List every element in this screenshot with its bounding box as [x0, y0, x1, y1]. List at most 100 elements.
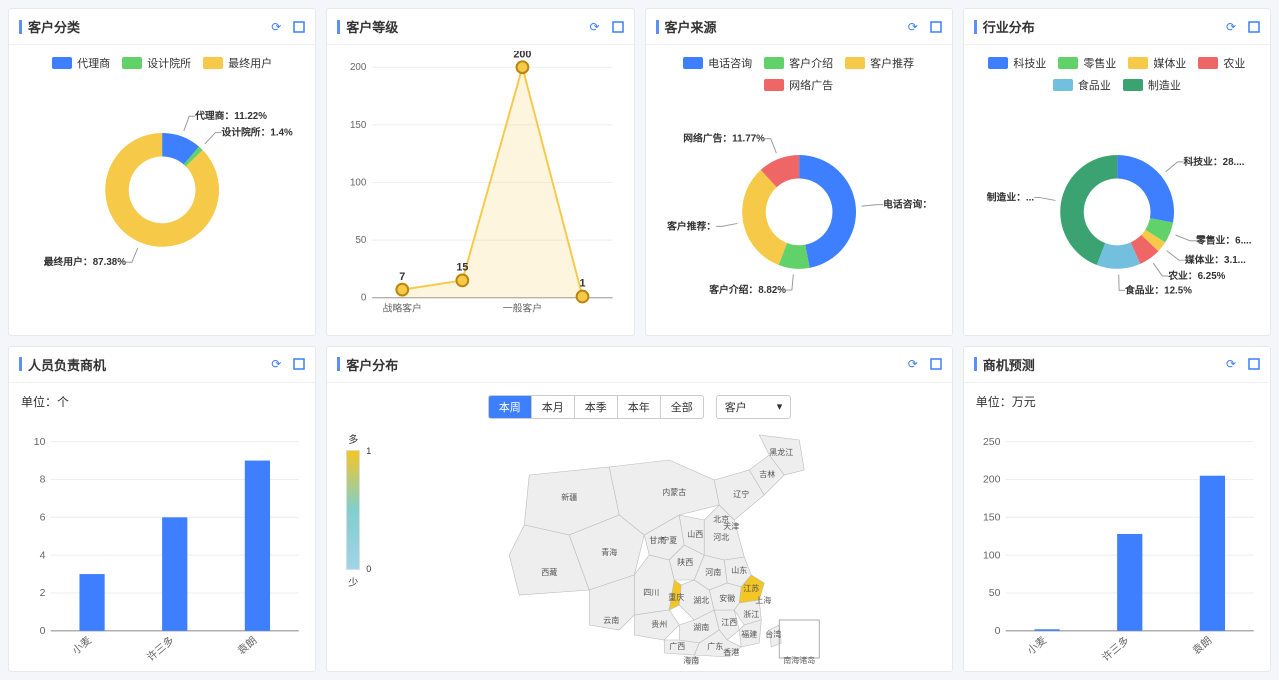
customer_dist-map: 多10少南海诸岛黑龙江吉林辽宁内蒙古北京天津河北山西山东河南陕西宁夏甘肃青海新疆… [333, 425, 946, 665]
refresh-icon[interactable]: ⟳ [271, 20, 281, 34]
bar[interactable] [79, 574, 104, 631]
card-customer_dist: 客户分布⟳ 本周本月本季本年全部客户▾ 多10少南海诸岛黑龙江吉林辽宁内蒙古北京天津… [326, 346, 953, 672]
province-label: 贵州 [652, 619, 668, 629]
x-tick: 战略客户 [383, 301, 422, 314]
refresh-icon[interactable]: ⟳ [908, 357, 918, 371]
expand-icon[interactable] [612, 20, 624, 34]
refresh-icon[interactable]: ⟳ [271, 357, 281, 371]
x-label: 许三多 [144, 633, 176, 663]
time-tabs: 本周本月本季本年全部 [488, 395, 704, 419]
x-label: 小麦 [1025, 634, 1049, 657]
industry_dist-legend-item[interactable]: 食品业 [1053, 77, 1111, 93]
customer_category-legend-item[interactable]: 最终用户 [203, 55, 272, 71]
industry_dist-legend-item[interactable]: 媒体业 [1128, 55, 1186, 71]
line-point[interactable] [577, 291, 589, 303]
province-label: 辽宁 [734, 489, 750, 499]
visualmap-min: 0 [366, 564, 371, 574]
line-point[interactable] [517, 61, 529, 73]
tab-本月[interactable]: 本月 [532, 396, 575, 418]
industry_dist-legend-item[interactable]: 科技业 [988, 55, 1046, 71]
visualmap-gradient[interactable] [346, 450, 360, 570]
province-label: 山西 [688, 529, 704, 539]
tab-本年[interactable]: 本年 [618, 396, 661, 418]
industry_dist-legend-item[interactable]: 零售业 [1058, 55, 1116, 71]
donut-slice[interactable] [1117, 155, 1174, 223]
expand-icon[interactable] [1248, 20, 1260, 34]
y-tick: 50 [989, 587, 1001, 599]
legend-label: 媒体业 [1153, 55, 1186, 71]
donut-label: 代理商：11.22% [194, 109, 267, 122]
y-tick: 150 [350, 120, 367, 131]
expand-icon[interactable] [293, 357, 305, 371]
province-label: 香港 [724, 647, 740, 657]
expand-icon[interactable] [930, 20, 942, 34]
bar[interactable] [162, 517, 187, 630]
bar[interactable] [245, 460, 270, 630]
y-tick: 150 [983, 511, 1001, 523]
industry_dist-title: 行业分布 [983, 17, 1226, 36]
legend-swatch [764, 79, 784, 91]
province-label: 福建 [742, 629, 758, 639]
legend-swatch [1058, 57, 1078, 69]
tab-全部[interactable]: 全部 [661, 396, 703, 418]
line-point[interactable] [457, 275, 469, 287]
province-四川[interactable] [635, 555, 675, 615]
bar[interactable] [1117, 534, 1142, 631]
staff_opportunity-title: 人员负责商机 [28, 355, 271, 374]
customer_category-legend-item[interactable]: 设计院所 [122, 55, 191, 71]
donut-label: 客户推荐： [666, 219, 716, 232]
x-label: 小麦 [70, 634, 94, 657]
legend-swatch [988, 57, 1008, 69]
province-label: 湖北 [694, 596, 710, 605]
legend-swatch [683, 57, 703, 69]
customer-select[interactable]: 客户▾ [716, 395, 792, 419]
customer_source-legend-item[interactable]: 网络广告 [764, 77, 833, 93]
line-point[interactable] [397, 284, 409, 296]
customer_category-title: 客户分类 [28, 17, 271, 36]
legend-swatch [1198, 57, 1218, 69]
expand-icon[interactable] [930, 357, 942, 371]
donut-label: 农业：6.25% [1167, 269, 1225, 282]
tab-本周[interactable]: 本周 [489, 396, 532, 418]
china-map[interactable]: 南海诸岛黑龙江吉林辽宁内蒙古北京天津河北山西山东河南陕西宁夏甘肃青海新疆西藏四川… [373, 425, 946, 665]
refresh-icon[interactable]: ⟳ [1226, 20, 1236, 34]
visualmap-min-label: 少 [348, 574, 358, 589]
point-label: 1 [580, 278, 586, 290]
customer_dist-title: 客户分布 [346, 355, 907, 374]
bar[interactable] [1200, 475, 1225, 630]
staff_opportunity-barchart: 0246810小麦许三多袁朗 [15, 414, 309, 671]
customer_source-legend-item[interactable]: 电话咨询 [683, 55, 752, 71]
refresh-icon[interactable]: ⟳ [1226, 357, 1236, 371]
bar[interactable] [1034, 629, 1059, 631]
province-label: 天津 [724, 521, 740, 531]
customer_level-linechart: 0501001502007战略客户15200一般客户1 [333, 51, 627, 329]
province-label: 云南 [604, 615, 620, 625]
customer_category-legend: 代理商设计院所最终用户 [15, 51, 309, 75]
expand-icon[interactable] [293, 20, 305, 34]
industry_dist-legend-item[interactable]: 制造业 [1123, 77, 1181, 93]
visualmap-max-label: 多 [348, 431, 358, 446]
customer_source-legend-item[interactable]: 客户介绍 [764, 55, 833, 71]
donut-slice[interactable] [799, 155, 856, 268]
legend-swatch [203, 57, 223, 69]
refresh-icon[interactable]: ⟳ [589, 20, 599, 34]
customer_category-legend-item[interactable]: 代理商 [52, 55, 110, 71]
customer_source-donut: 电话咨询：客户介绍：8.82%客户推荐：网络广告：11.77% [652, 97, 946, 317]
point-label: 7 [400, 271, 406, 283]
industry_dist-legend-item[interactable]: 农业 [1198, 55, 1245, 71]
province-label: 广西 [670, 641, 686, 651]
opportunity_forecast-barchart: 050100150200250小麦许三多袁朗 [970, 414, 1264, 671]
province-label: 江苏 [744, 583, 760, 593]
y-tick: 6 [40, 511, 46, 523]
y-tick: 4 [40, 549, 46, 561]
expand-icon[interactable] [1248, 357, 1260, 371]
point-label: 200 [514, 51, 532, 60]
refresh-icon[interactable]: ⟳ [908, 20, 918, 34]
tab-本季[interactable]: 本季 [575, 396, 618, 418]
province-label: 广东 [708, 641, 724, 651]
title-bar [974, 20, 977, 34]
x-label: 许三多 [1099, 633, 1131, 663]
customer_source-legend-item[interactable]: 客户推荐 [845, 55, 914, 71]
opportunity_forecast-subtitle: 单位：万元 [970, 389, 1264, 414]
customer_category-donut: 代理商：11.22%设计院所：1.4%最终用户：87.38% [15, 75, 309, 295]
